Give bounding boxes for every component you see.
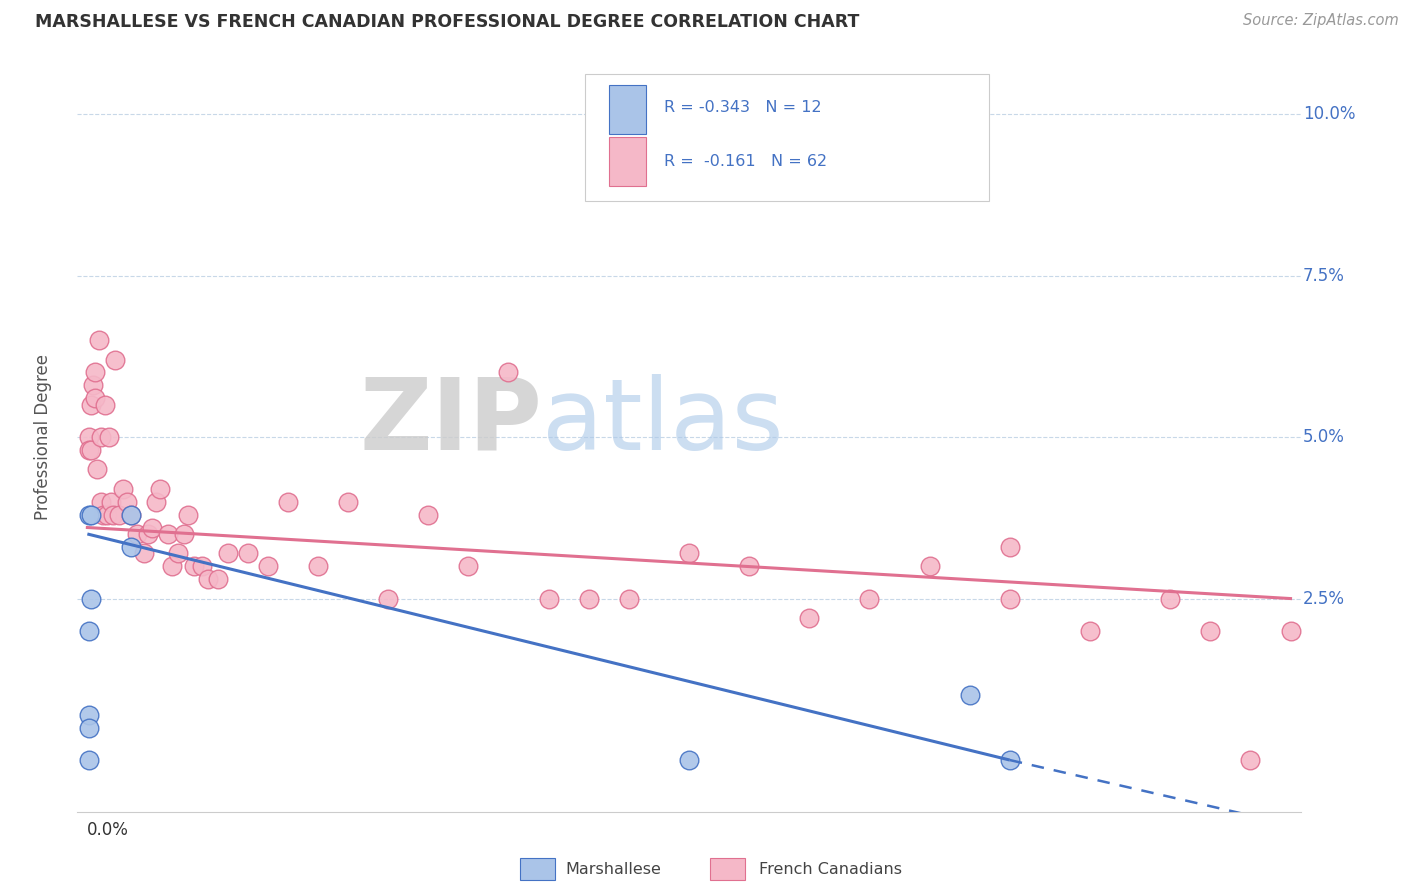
Point [176,508,198,522]
Text: MARSHALLESE VS FRENCH CANADIAN PROFESSIONAL DEGREE CORRELATION CHART: MARSHALLESE VS FRENCH CANADIAN PROFESSIO… [35,13,859,31]
Point [256,559,278,574]
Point [84,392,107,406]
Point [173,527,195,541]
Point [1159,591,1181,606]
Point [127,527,149,541]
Point [183,559,205,574]
Point [80,591,103,606]
Text: Source: ZipAtlas.com: Source: ZipAtlas.com [1243,13,1399,29]
Point [918,559,941,574]
Point [998,753,1021,767]
Point [79,508,101,522]
Point [678,546,700,560]
Point [121,508,143,522]
Point [307,559,329,574]
Point [136,527,159,541]
Point [84,366,107,380]
Point [998,591,1021,606]
Text: atlas: atlas [543,374,783,471]
Point [799,611,821,625]
Point [79,442,101,457]
Point [145,494,167,508]
Point [121,508,143,522]
Point [190,559,212,574]
Point [217,546,239,560]
Point [90,494,112,508]
Point [80,508,103,522]
Point [103,508,125,522]
Point [141,520,163,534]
Text: R = -0.343   N = 12: R = -0.343 N = 12 [665,100,823,115]
Point [617,591,640,606]
Point [1239,753,1261,767]
Point [79,707,101,722]
Point [1279,624,1302,638]
Point [79,624,101,638]
Text: 0.0%: 0.0% [87,822,129,839]
Point [89,333,111,347]
Point [166,546,188,560]
Point [277,494,299,508]
Point [148,482,170,496]
FancyBboxPatch shape [585,74,988,201]
Point [160,559,183,574]
Point [80,398,103,412]
Point [959,689,981,703]
Point [337,494,360,508]
Point [1078,624,1101,638]
Point [100,494,122,508]
Point [197,572,219,586]
Point [96,508,118,522]
Point [112,482,135,496]
FancyBboxPatch shape [609,137,647,186]
Text: French Canadians: French Canadians [759,863,903,877]
Point [79,430,101,444]
Point [998,540,1021,554]
Point [418,508,440,522]
Text: 10.0%: 10.0% [1303,105,1355,123]
Point [377,591,399,606]
Point [93,508,115,522]
Point [678,753,700,767]
Point [498,366,520,380]
Point [156,527,179,541]
Text: R =  -0.161   N = 62: R = -0.161 N = 62 [665,153,828,169]
Point [98,430,121,444]
Point [117,494,139,508]
Text: ZIP: ZIP [360,374,543,471]
Point [80,442,103,457]
Point [858,591,880,606]
Point [94,398,117,412]
Text: 7.5%: 7.5% [1303,267,1346,285]
Point [236,546,259,560]
Point [207,572,229,586]
Point [121,540,143,554]
Point [90,430,112,444]
Point [79,721,101,735]
Point [1199,624,1222,638]
Point [79,753,101,767]
Point [578,591,600,606]
Text: Marshallese: Marshallese [565,863,661,877]
Point [82,378,104,392]
Point [132,546,155,560]
Text: Professional Degree: Professional Degree [34,354,52,520]
Point [537,591,560,606]
Point [86,462,108,476]
Point [104,352,127,367]
Text: 5.0%: 5.0% [1303,428,1346,446]
Point [457,559,479,574]
FancyBboxPatch shape [609,85,647,134]
Point [108,508,131,522]
Point [738,559,761,574]
Text: 2.5%: 2.5% [1303,590,1346,607]
